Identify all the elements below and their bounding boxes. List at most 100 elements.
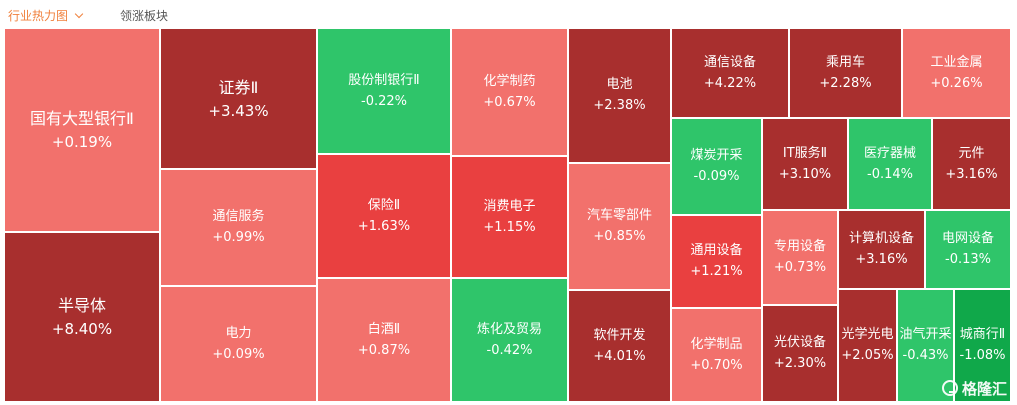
sector-name: 计算机设备 (848, 231, 914, 246)
sector-change: -0.13% (945, 252, 991, 267)
sector-name: 股份制银行Ⅱ (348, 72, 420, 88)
chevron-down-icon[interactable] (74, 9, 84, 19)
sector-name: 乘用车 (825, 54, 865, 70)
sector-change: +3.16% (855, 252, 908, 267)
sector-tile[interactable]: IT服务Ⅱ +3.10% (762, 118, 848, 210)
sector-tile[interactable]: 汽车零部件 +0.85% (568, 163, 671, 290)
watermark: 格隆汇 (942, 376, 1007, 400)
sector-name: 保险Ⅱ (367, 197, 401, 213)
sector-change: +8.40% (51, 320, 113, 338)
sector-change: +3.10% (778, 166, 832, 182)
sector-name: 通信服务 (212, 209, 265, 224)
sector-change: +3.43% (208, 101, 269, 120)
sector-name: 光学光电 (841, 327, 894, 342)
sector-name: 汽车零部件 (586, 208, 652, 223)
sector-change: +1.63% (357, 218, 411, 234)
sector-tile[interactable]: 保险Ⅱ +1.63% (317, 154, 451, 278)
sector-name: 油气开采 (899, 327, 952, 342)
sector-change: +0.85% (593, 229, 646, 244)
sector-name: 白酒Ⅱ (367, 321, 401, 337)
sector-tile[interactable]: 乘用车 +2.28% (789, 28, 902, 118)
sector-name: 煤炭开采 (690, 148, 743, 163)
sector-change: +4.22% (703, 75, 757, 91)
sector-name: 通信设备 (703, 54, 756, 70)
sector-tile[interactable]: 电池 +2.38% (568, 28, 671, 163)
sector-change: -0.43% (902, 348, 949, 363)
sector-tile[interactable]: 油气开采 -0.43% (897, 289, 954, 402)
sector-tile[interactable]: 半导体 +8.40% (4, 232, 160, 402)
sector-tile[interactable]: 通信设备 +4.22% (671, 28, 789, 118)
sector-change: +4.01% (593, 348, 646, 364)
sector-tile[interactable]: 元件 +3.16% (932, 118, 1011, 210)
sector-change: +2.05% (841, 348, 894, 363)
sector-tile[interactable]: 消费电子 +1.15% (451, 156, 568, 278)
sector-change: +1.15% (483, 219, 536, 235)
sector-tile[interactable]: 计算机设备 +3.16% (838, 210, 925, 289)
sector-name: 化学制药 (483, 73, 536, 89)
sector-change: +2.30% (773, 356, 827, 371)
sector-name: 半导体 (57, 296, 106, 315)
sector-tile[interactable]: 股份制银行Ⅱ -0.22% (317, 28, 451, 154)
sector-change: +3.16% (945, 166, 998, 182)
sector-change: -1.08% (959, 348, 1006, 363)
sector-change: -0.09% (693, 169, 740, 184)
sector-tile[interactable]: 白酒Ⅱ +0.87% (317, 278, 451, 402)
sector-change: +0.09% (212, 346, 265, 362)
sector-change: +1.21% (690, 264, 743, 279)
sector-change: -0.22% (361, 93, 407, 109)
sector-tile[interactable]: 化学制品 +0.70% (671, 308, 762, 402)
sector-change: +0.67% (483, 94, 536, 110)
sector-change: +0.73% (773, 260, 827, 275)
sector-name: 光伏设备 (773, 335, 826, 350)
sector-tile[interactable]: 煤炭开采 -0.09% (671, 118, 762, 215)
sector-name: IT服务Ⅱ (782, 145, 828, 161)
sector-change: +2.38% (593, 98, 646, 113)
sector-name: 消费电子 (483, 198, 536, 214)
tab-leading-sectors[interactable]: 领涨板块 (120, 8, 168, 24)
sector-name: 城商行Ⅱ (959, 327, 1006, 342)
sector-tile[interactable]: 城商行Ⅱ -1.08% (954, 289, 1011, 402)
tab-industry-heatmap[interactable]: 行业热力图 (8, 8, 84, 24)
sector-tile[interactable]: 医疗器械 -0.14% (848, 118, 932, 210)
tab-industry-heatmap-label: 行业热力图 (8, 9, 69, 23)
sector-tile[interactable]: 专用设备 +0.73% (762, 210, 838, 305)
sector-tile[interactable]: 通用设备 +1.21% (671, 215, 762, 308)
tab-bar: 行业热力图 领涨板块 (0, 0, 1017, 30)
sector-name: 化学制品 (690, 336, 743, 352)
sector-change: +0.19% (51, 133, 113, 151)
sector-tile[interactable]: 化学制药 +0.67% (451, 28, 568, 156)
sector-name: 工业金属 (930, 54, 983, 70)
sector-change: +2.28% (819, 75, 872, 91)
tab-leading-sectors-label: 领涨板块 (120, 9, 169, 23)
sector-tile[interactable]: 电力 +0.09% (160, 286, 317, 402)
sector-change: -0.42% (486, 342, 533, 358)
sector-tile[interactable]: 电网设备 -0.13% (925, 210, 1011, 289)
sector-tile[interactable]: 软件开发 +4.01% (568, 290, 671, 402)
sector-tile[interactable]: 光学光电 +2.05% (838, 289, 897, 402)
sector-name: 专用设备 (773, 239, 826, 254)
sector-name: 炼化及贸易 (476, 321, 542, 337)
industry-heatmap: 国有大型银行Ⅱ +0.19% 半导体 +8.40% 证券Ⅱ +3.43% 通信服务 +0.99… (0, 28, 1017, 405)
sector-name: 国有大型银行Ⅱ (30, 109, 134, 128)
sector-name: 证券Ⅱ (218, 77, 259, 97)
sector-tile[interactable]: 通信服务 +0.99% (160, 169, 317, 286)
sector-change: -0.14% (867, 166, 913, 182)
sector-tile[interactable]: 证券Ⅱ +3.43% (160, 28, 317, 169)
sector-tile[interactable]: 国有大型银行Ⅱ +0.19% (4, 28, 160, 232)
sector-name: 软件开发 (593, 327, 646, 343)
sector-name: 通用设备 (690, 243, 743, 258)
sector-tile[interactable]: 炼化及贸易 -0.42% (451, 278, 568, 402)
sector-name: 元件 (958, 145, 985, 161)
sector-name: 电力 (225, 325, 252, 341)
watermark-text: 格隆汇 (962, 379, 1008, 398)
sector-name: 电网设备 (941, 231, 994, 246)
sector-tile[interactable]: 工业金属 +0.26% (902, 28, 1011, 118)
sector-change: +0.26% (930, 75, 983, 91)
sector-name: 电池 (606, 77, 633, 92)
sector-change: +0.87% (357, 342, 411, 358)
sector-tile[interactable]: 光伏设备 +2.30% (762, 305, 838, 402)
sector-change: +0.70% (690, 357, 743, 373)
gelonghui-logo-icon (942, 380, 958, 396)
sector-name: 医疗器械 (863, 145, 916, 161)
sector-change: +0.99% (212, 230, 265, 245)
